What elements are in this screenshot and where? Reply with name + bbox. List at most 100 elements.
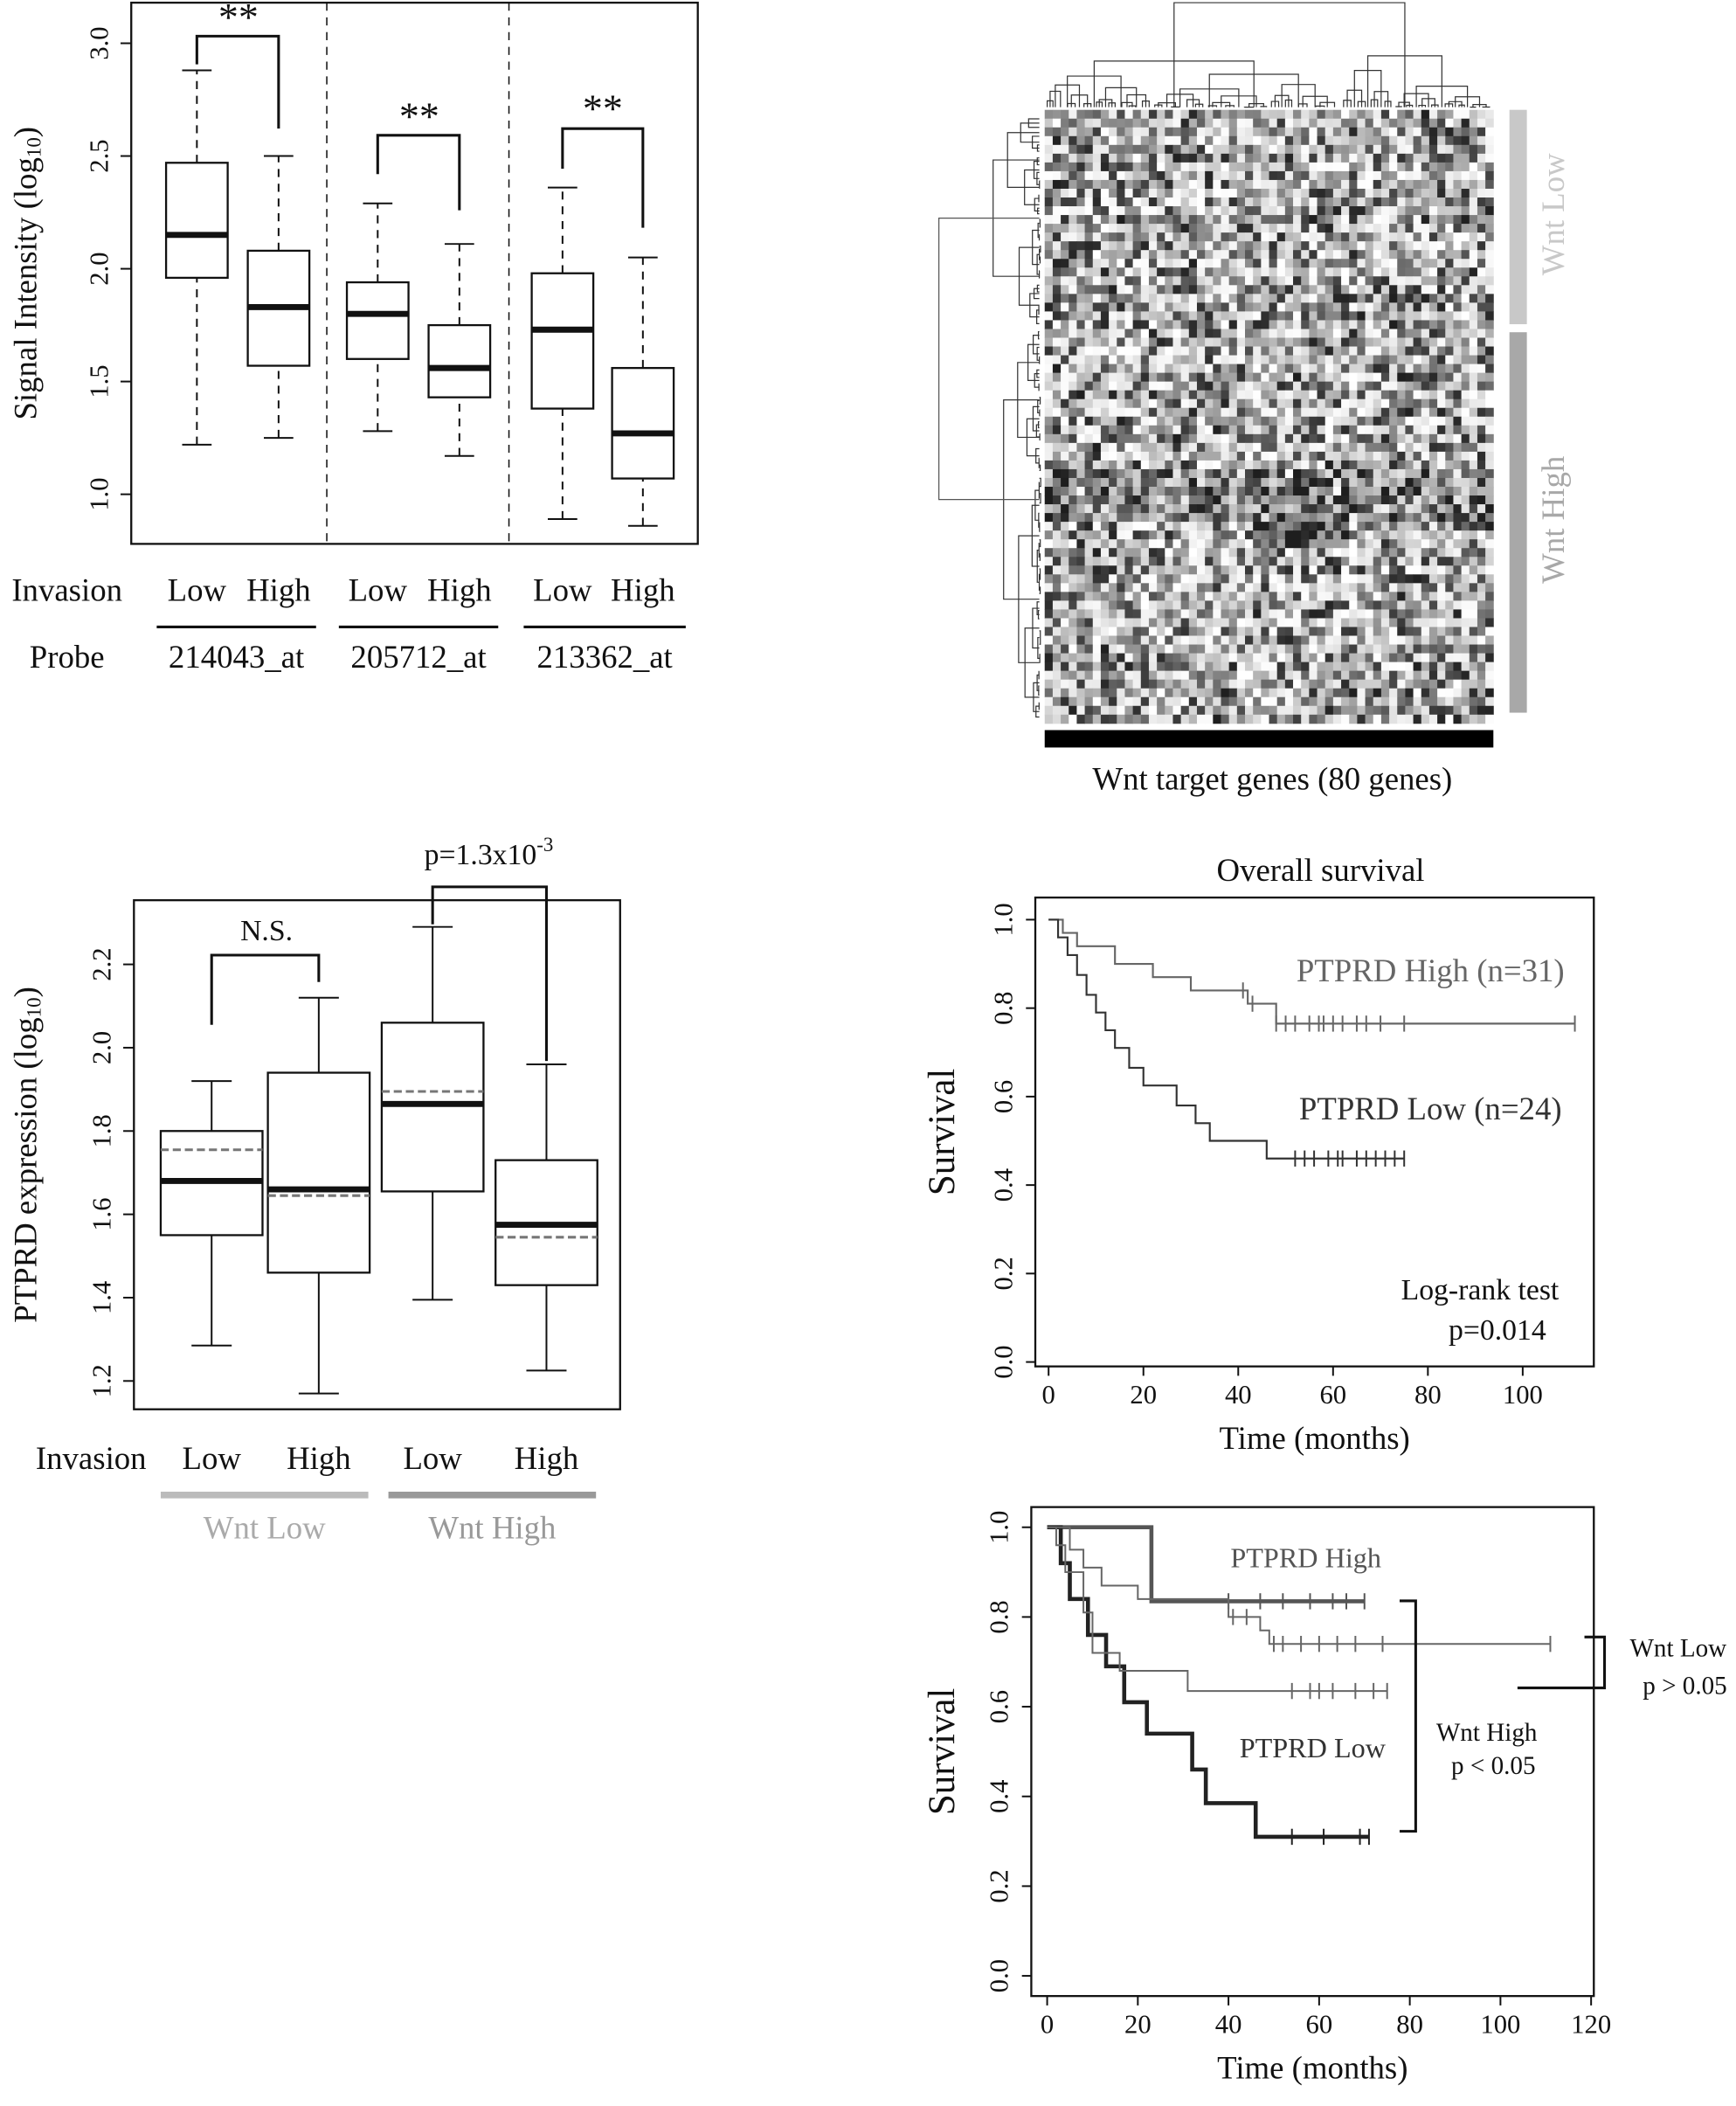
heatmap-cell bbox=[1349, 460, 1358, 470]
heatmap-cell bbox=[1349, 197, 1358, 207]
heatmap-cell bbox=[1269, 618, 1278, 627]
heatmap-cell bbox=[1205, 364, 1214, 374]
heatmap-cell bbox=[1109, 425, 1117, 435]
heatmap-cell bbox=[1140, 688, 1150, 698]
heatmap-cell bbox=[1165, 118, 1173, 128]
heatmap-cell bbox=[1180, 433, 1190, 444]
heatmap-cell bbox=[1469, 118, 1478, 128]
heatmap-cell bbox=[1245, 215, 1254, 225]
heatmap-cell bbox=[1148, 390, 1158, 400]
heatmap-cell bbox=[1477, 153, 1486, 163]
heatmap-cell bbox=[1365, 407, 1374, 418]
heatmap-cell bbox=[1365, 416, 1374, 426]
heatmap-cell bbox=[1253, 311, 1262, 321]
heatmap-cell bbox=[1148, 276, 1158, 286]
heatmap-cell bbox=[1165, 565, 1173, 575]
heatmap-cell bbox=[1245, 311, 1254, 321]
heatmap-cell bbox=[1253, 416, 1262, 426]
heatmap-cell bbox=[1453, 259, 1463, 268]
heatmap-cell bbox=[1309, 670, 1318, 681]
heatmap-cell bbox=[1349, 557, 1358, 566]
heatmap-cell bbox=[1261, 206, 1269, 216]
heatmap-cell bbox=[1461, 548, 1470, 558]
heatmap-cell bbox=[1373, 468, 1382, 479]
heatmap-cell bbox=[1165, 487, 1173, 496]
heatmap-cell bbox=[1132, 635, 1142, 646]
heatmap-cell bbox=[1052, 364, 1062, 374]
heatmap-cell bbox=[1341, 179, 1350, 190]
heatmap-cell bbox=[1205, 337, 1214, 347]
heatmap-cell bbox=[1469, 311, 1478, 321]
heatmap-cell bbox=[1269, 705, 1278, 716]
heatmap-cell bbox=[1117, 311, 1125, 321]
heatmap-cell bbox=[1140, 565, 1150, 575]
heatmap-cell bbox=[1109, 653, 1117, 663]
heatmap-cell bbox=[1069, 197, 1077, 207]
heatmap-cell bbox=[1469, 522, 1478, 531]
heatmap-cell bbox=[1445, 425, 1454, 435]
heatmap-cell bbox=[1380, 539, 1390, 549]
heatmap-cell bbox=[1421, 495, 1430, 505]
heatmap-cell bbox=[1196, 127, 1206, 137]
heatmap-cell bbox=[1453, 460, 1463, 470]
heatmap-cell bbox=[1117, 118, 1125, 128]
heatmap-cell bbox=[1428, 662, 1438, 672]
heatmap-cell bbox=[1180, 407, 1190, 418]
heatmap-cell bbox=[1485, 583, 1494, 592]
heatmap-cell bbox=[1084, 583, 1094, 592]
heatmap-cell bbox=[1236, 416, 1246, 426]
heatmap-cell bbox=[1253, 127, 1262, 137]
heatmap-cell bbox=[1148, 513, 1158, 523]
heatmap-cell bbox=[1213, 407, 1221, 418]
dendrogram-branch bbox=[1039, 464, 1041, 472]
heatmap-cell bbox=[1309, 215, 1318, 225]
heatmap-cell bbox=[1477, 495, 1486, 505]
heatmap-cell bbox=[1180, 416, 1190, 426]
heatmap-cell bbox=[1228, 179, 1238, 190]
heatmap-cell bbox=[1309, 127, 1318, 137]
heatmap-cell bbox=[1276, 197, 1286, 207]
heatmap-cell bbox=[1253, 495, 1262, 505]
heatmap-cell bbox=[1309, 416, 1318, 426]
heatmap-cell bbox=[1341, 477, 1350, 488]
heatmap-cell bbox=[1373, 416, 1382, 426]
heatmap-cell bbox=[1317, 442, 1326, 453]
heatmap-cell bbox=[1453, 442, 1463, 453]
heatmap-cell bbox=[1301, 565, 1310, 575]
heatmap-cell bbox=[1044, 390, 1054, 400]
heatmap-cell bbox=[1445, 232, 1454, 242]
heatmap-cell bbox=[1453, 224, 1463, 233]
heatmap-cell bbox=[1221, 433, 1230, 444]
heatmap-cell bbox=[1421, 522, 1430, 531]
heatmap-cell bbox=[1349, 662, 1358, 672]
heatmap-cell bbox=[1293, 407, 1302, 418]
heatmap-cell bbox=[1196, 170, 1206, 181]
heatmap-cell bbox=[1341, 144, 1350, 155]
heatmap-cell bbox=[1357, 232, 1366, 242]
heatmap-cell bbox=[1052, 329, 1062, 338]
heatmap-cell bbox=[1373, 548, 1382, 558]
heatmap-cell bbox=[1196, 548, 1206, 558]
heatmap-cell bbox=[1221, 468, 1230, 479]
heatmap-cell bbox=[1437, 487, 1446, 496]
heatmap-cell bbox=[1421, 285, 1430, 294]
heatmap-cell bbox=[1148, 197, 1158, 207]
heatmap-cell bbox=[1092, 495, 1102, 505]
heatmap-cell bbox=[1413, 135, 1422, 146]
heatmap-cell bbox=[1109, 592, 1117, 601]
heatmap-cell bbox=[1269, 127, 1278, 137]
heatmap-cell bbox=[1485, 407, 1494, 418]
heatmap-cell bbox=[1213, 224, 1221, 233]
heatmap-cell bbox=[1213, 442, 1221, 453]
y-axis-label: Survival bbox=[922, 1069, 963, 1195]
heatmap-cell bbox=[1253, 188, 1262, 198]
heatmap-cell bbox=[1437, 381, 1446, 391]
heatmap-cell bbox=[1428, 215, 1438, 225]
heatmap-cell bbox=[1245, 127, 1254, 137]
heatmap-cell bbox=[1349, 653, 1358, 663]
heatmap-cell bbox=[1453, 583, 1463, 592]
heatmap-cell bbox=[1124, 468, 1134, 479]
heatmap-cell bbox=[1284, 144, 1294, 155]
heatmap-cell bbox=[1253, 241, 1262, 251]
heatmap-cell bbox=[1100, 188, 1110, 198]
